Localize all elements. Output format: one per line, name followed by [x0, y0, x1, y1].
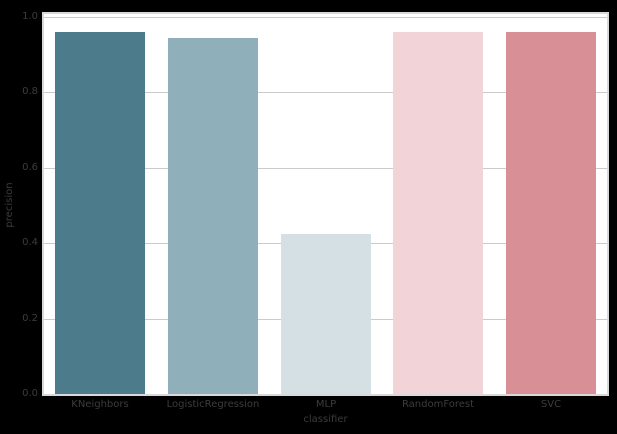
x-axis-label: classifier [303, 414, 348, 425]
x-tick-label: LogisticRegression [166, 399, 260, 410]
gridline [44, 394, 607, 395]
y-tick-label: 0.4 [22, 237, 38, 248]
y-axis-label: precision [4, 182, 15, 228]
bar-mlp [281, 234, 371, 394]
y-tick-label: 1.0 [22, 11, 38, 22]
bar-kneighbors [55, 32, 145, 394]
x-tick-label: RandomForest [401, 399, 475, 410]
x-tick-label: SVC [540, 399, 562, 410]
x-tick-label: KNeighbors [71, 399, 129, 410]
bar-logisticregression [168, 38, 258, 394]
gridline [44, 92, 607, 93]
y-tick-label: 0.6 [22, 162, 38, 173]
y-tick-label: 0.8 [22, 86, 38, 97]
x-tick-label: MLP [315, 399, 337, 410]
plot-area [44, 14, 607, 395]
y-tick-label: 0.0 [22, 388, 38, 399]
y-tick-label: 0.2 [22, 313, 38, 324]
bar-svc [506, 32, 596, 394]
bar-randomforest [393, 32, 483, 394]
gridline [44, 168, 607, 169]
gridline [44, 17, 607, 18]
